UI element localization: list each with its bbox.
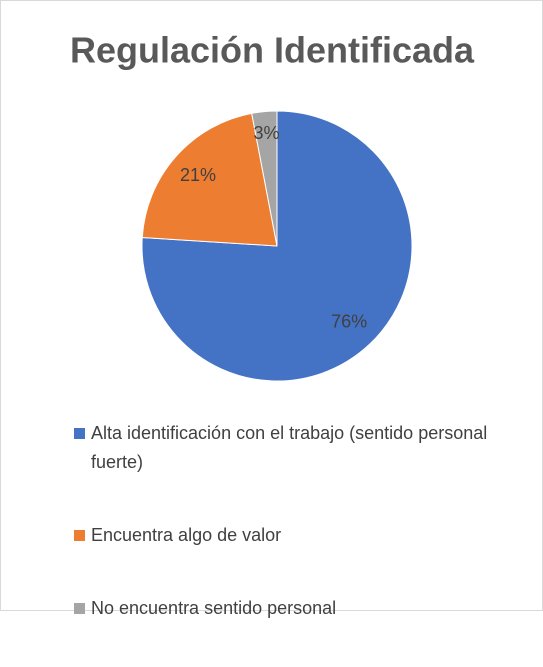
legend-swatch bbox=[74, 428, 85, 439]
pie-slice bbox=[251, 110, 278, 247]
data-label: 3% bbox=[253, 123, 279, 143]
data-label: 21% bbox=[180, 165, 216, 185]
data-label: 76% bbox=[331, 312, 367, 332]
legend-entry: Alta identificación con el trabajo (sent… bbox=[74, 419, 514, 477]
chart: Regulación Identificada 76% 21% 3% bbox=[70, 30, 475, 382]
legend-entry: No encuentra sentido personal bbox=[74, 594, 514, 623]
legend-entry: Encuentra algo de valor bbox=[74, 521, 514, 550]
pie-slice bbox=[141, 112, 278, 247]
legend-label: Alta identificación con el trabajo (sent… bbox=[91, 423, 488, 472]
legend-swatch bbox=[74, 530, 85, 541]
legend-label: Encuentra algo de valor bbox=[91, 525, 282, 545]
chart-title: Regulación Identificada bbox=[70, 30, 475, 71]
chart-frame: Regulación Identificada 76% 21% 3% Alta id… bbox=[0, 0, 543, 618]
legend: Alta identificación con el trabajo (sent… bbox=[74, 419, 514, 667]
legend-swatch bbox=[74, 603, 85, 614]
legend-label: No encuentra sentido personal bbox=[91, 598, 337, 618]
